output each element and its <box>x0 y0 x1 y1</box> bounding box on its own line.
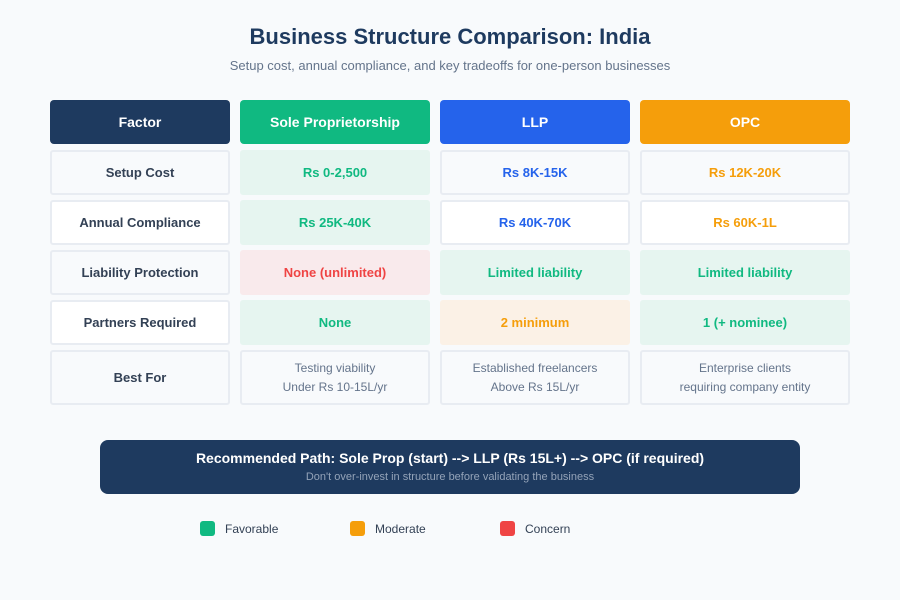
cell-opc: Limited liability <box>640 250 850 295</box>
legend-item-favorable: Favorable <box>200 521 278 536</box>
cell-sole: Testing viability Under Rs 10-15L/yr <box>240 350 430 405</box>
note-line: Established freelancers <box>472 360 598 375</box>
legend-swatch <box>500 521 515 536</box>
header-opc: OPC <box>640 100 850 144</box>
header-sole-proprietorship: Sole Proprietorship <box>240 100 430 144</box>
legend-label: Favorable <box>225 521 279 536</box>
cell-llp: Limited liability <box>440 250 630 295</box>
page-title: Business Structure Comparison: India <box>249 24 651 49</box>
cell-opc: Enterprise clients requiring company ent… <box>640 350 850 405</box>
cell-llp: Rs 8K-15K <box>440 150 630 195</box>
cell-sole: None (unlimited) <box>240 250 430 295</box>
banner-title: Recommended Path: Sole Prop (start) --> … <box>195 450 705 466</box>
cell-llp: Established freelancers Above Rs 15L/yr <box>440 350 630 405</box>
legend-swatch <box>200 521 215 536</box>
row-factor: Liability Protection <box>50 250 230 295</box>
legend-item-moderate: Moderate <box>350 521 426 536</box>
legend-label: Concern <box>525 521 571 536</box>
legend-swatch <box>350 521 365 536</box>
row-factor: Partners Required <box>50 300 230 345</box>
note-line: Above Rs 15L/yr <box>490 379 580 394</box>
cell-llp: 2 minimum <box>440 300 630 345</box>
cell-sole: Rs 0-2,500 <box>240 150 430 195</box>
cell-llp: Rs 40K-70K <box>440 200 630 245</box>
page-subtitle: Setup cost, annual compliance, and key t… <box>229 58 671 73</box>
note-line: Enterprise clients <box>698 360 792 375</box>
cell-sole: None <box>240 300 430 345</box>
row-factor: Setup Cost <box>50 150 230 195</box>
note-line: Testing viability <box>294 360 376 375</box>
cell-opc: 1 (+ nominee) <box>640 300 850 345</box>
note-line: requiring company entity <box>679 379 811 394</box>
recommendation-banner: Recommended Path: Sole Prop (start) --> … <box>100 440 800 494</box>
cell-opc: Rs 60K-1L <box>640 200 850 245</box>
row-factor: Annual Compliance <box>50 200 230 245</box>
legend-label: Moderate <box>375 521 426 536</box>
header-factor: Factor <box>50 100 230 144</box>
note-line: Under Rs 10-15L/yr <box>282 379 388 394</box>
cell-opc: Rs 12K-20K <box>640 150 850 195</box>
header-llp: LLP <box>440 100 630 144</box>
banner-subtitle: Don't over-invest in structure before va… <box>305 471 595 483</box>
row-factor: Best For <box>50 350 230 405</box>
legend-item-concern: Concern <box>500 521 570 536</box>
cell-sole: Rs 25K-40K <box>240 200 430 245</box>
